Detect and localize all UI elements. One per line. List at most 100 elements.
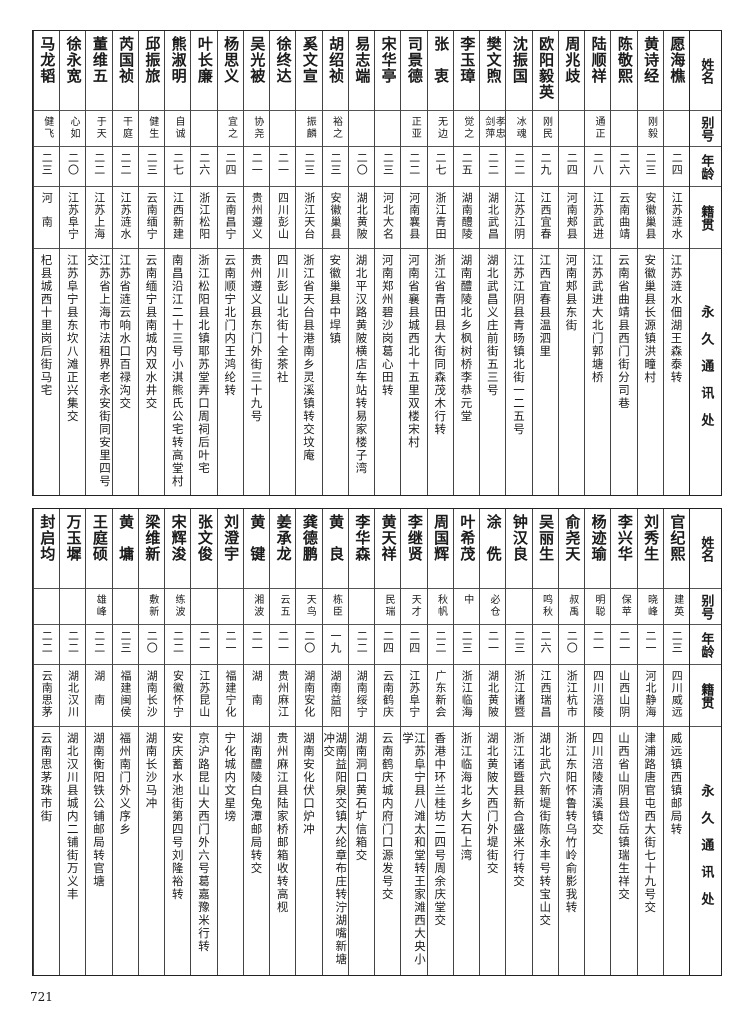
entry-address-text: 云南鹤庆城内府门口源发号交: [380, 732, 395, 901]
entry-name-text: 周国辉: [432, 514, 451, 562]
entry-age: 二一: [585, 625, 611, 665]
entry-native-text: 湖南安化: [302, 670, 316, 718]
entry-alias: 雄峰: [86, 589, 112, 625]
entry-address: 江苏阜宁县八滩太和堂转王家滩西大央小学: [401, 727, 426, 975]
entry-native-text: 河南襄县: [407, 192, 421, 240]
entry-age-text: 二八: [591, 152, 605, 176]
entry-alias: 干庭: [112, 111, 138, 147]
entry-name: 姜承龙: [270, 509, 296, 589]
entry-alias-text: 练波: [172, 594, 184, 618]
entry-age: 二一: [243, 147, 270, 187]
entry-alias-text: 天鸟: [304, 594, 316, 618]
person-entry: 愿海樵 二四 江苏涟水 江苏涟水佃湖王森泰转: [662, 31, 690, 495]
entry-alias: 通正: [585, 111, 611, 147]
entry-name: 张文俊: [191, 509, 217, 589]
entry-age-text: 二一: [250, 630, 264, 654]
entry-name-text: 黄 键: [248, 514, 267, 562]
entry-address: 江苏涟水佃湖王森泰转: [664, 249, 689, 495]
entry-alias-text: 协尧: [251, 116, 263, 140]
entry-name-text: 俞尧天: [563, 514, 582, 562]
entry-address: 湖南醴陵白兔潭邮局转交: [244, 727, 269, 975]
entry-age-text: 二二: [118, 152, 132, 176]
entry-address: 云南省曲靖县西门街分司巷: [611, 249, 636, 495]
entry-name: 陆顺祥: [585, 31, 611, 111]
entry-age-text: 二四: [565, 152, 579, 176]
header-native-label: 籍贯: [698, 204, 714, 231]
entry-address: 江苏省上海市法租界老永安街同安里四号交: [86, 249, 111, 495]
entry-name-text: 吴丽生: [537, 514, 556, 562]
entry-alias: 湘波: [243, 589, 270, 625]
entry-age-text: 二七: [433, 152, 447, 176]
entry-age: 二〇: [558, 625, 585, 665]
entry-age: 二五: [453, 147, 480, 187]
entry-native-text: 四川涪陵: [591, 670, 605, 718]
entry-native: 湖南绥宁: [348, 665, 375, 727]
person-entry: 芮国祯 干庭 二二 江苏涟水 江苏省涟云响水口百禄沟交: [111, 31, 138, 495]
entry-age: 二二: [165, 625, 191, 665]
entry-address-text: 湖北武穴新堤街陈永丰号转宝山交: [538, 732, 553, 927]
entry-native-text: 江苏上海: [92, 192, 106, 240]
entry-name-text: 钟汉良: [510, 514, 529, 562]
entry-alias: 练波: [165, 589, 191, 625]
person-entry: 欧阳毅英 刚民 二九 江西宜春 江西宜春县温泗里: [531, 31, 558, 495]
entry-address: 杞县城西十里岗后街马宅: [34, 249, 59, 495]
entry-address-text: 湖南长沙马冲: [144, 732, 159, 810]
entry-alias-text: 无边: [435, 116, 447, 140]
entry-name-text: 司景德: [405, 36, 424, 84]
entry-age-text: 二〇: [302, 630, 316, 654]
entry-alias-text: 天才: [409, 594, 421, 618]
entry-alias-text: 中: [461, 594, 473, 606]
entry-alias-text: 保苹: [619, 594, 631, 618]
entry-alias: [348, 589, 375, 625]
entry-alias-text: 裕之: [330, 116, 342, 140]
entry-name-text: 吴光被: [248, 36, 267, 84]
person-entry: 官纪熙 建英 二三 四川威远 威远镇西镇邮局转: [662, 509, 690, 975]
entry-name: 刘秀生: [637, 509, 663, 589]
entry-address: 云南顺宁北门内王鸿纶转: [218, 249, 243, 495]
entry-alias-text: 自诚: [172, 116, 184, 140]
entry-native: 贵州麻江: [270, 665, 296, 727]
entry-native: 安徽巢县: [637, 187, 663, 249]
entry-address-text: 湖南醴陵白兔潭邮局转交: [249, 732, 264, 875]
entry-address-text: 云南省曲靖县西门街分司巷: [616, 254, 631, 410]
entry-name: 宋华亭: [375, 31, 401, 111]
entry-age: 二六: [191, 147, 217, 187]
entry-age-text: 二二: [171, 630, 185, 654]
entry-alias: 中: [453, 589, 480, 625]
entry-address-text: 江苏阜宁县东坎八滩正兴集交: [65, 254, 80, 423]
entry-native: 江苏武进: [585, 187, 611, 249]
entry-native: 湖北黄陂: [480, 665, 506, 727]
entry-age: 二四: [217, 147, 243, 187]
header-alias-label: 别号: [698, 115, 714, 142]
entry-native-text: 安徽怀宁: [171, 670, 185, 718]
entry-alias-text: 敷新: [146, 594, 158, 618]
entry-name-text: 黄天祥: [379, 514, 398, 562]
entry-name: 马龙韬: [33, 31, 60, 111]
entry-native: 江苏昆山: [191, 665, 217, 727]
entry-address: 湖南洞口黄石圹信箱交: [349, 727, 374, 975]
entry-alias: [191, 111, 217, 147]
entry-name: 熊淑明: [165, 31, 191, 111]
entry-name-text: 奚文宣: [300, 36, 319, 84]
header-age: 年龄: [690, 625, 721, 665]
entry-native: 福建闽侯: [112, 665, 138, 727]
entry-name: 封启均: [33, 509, 60, 589]
entry-name-text: 王庭硕: [90, 514, 109, 562]
entry-alias-text: 干庭: [120, 116, 132, 140]
entry-name-text: 徐永宽: [64, 36, 83, 84]
entry-native-text: 贵州麻江: [276, 670, 290, 718]
entry-age-text: 二二: [92, 630, 106, 654]
entry-name-text: 陆顺祥: [589, 36, 608, 84]
entry-address-text: 浙江省青田县大街同森茂木行转: [433, 254, 448, 436]
entry-name: 官纪熙: [663, 509, 690, 589]
entry-age: 二三: [453, 625, 480, 665]
entry-native-text: 山西山阴: [617, 670, 631, 718]
entry-name: 李华森: [348, 509, 375, 589]
entry-age-text: 二四: [223, 152, 237, 176]
entry-native: 江西瑞昌: [532, 665, 558, 727]
entry-age: 二二: [112, 147, 138, 187]
person-entry: 封启均 二二 云南思茅 云南思茅珠市街: [32, 509, 60, 975]
entry-native: 贵州遵义: [243, 187, 270, 249]
entry-name-text: 万玉墀: [64, 514, 83, 562]
entry-native-text: 湖北武昌: [486, 192, 500, 240]
